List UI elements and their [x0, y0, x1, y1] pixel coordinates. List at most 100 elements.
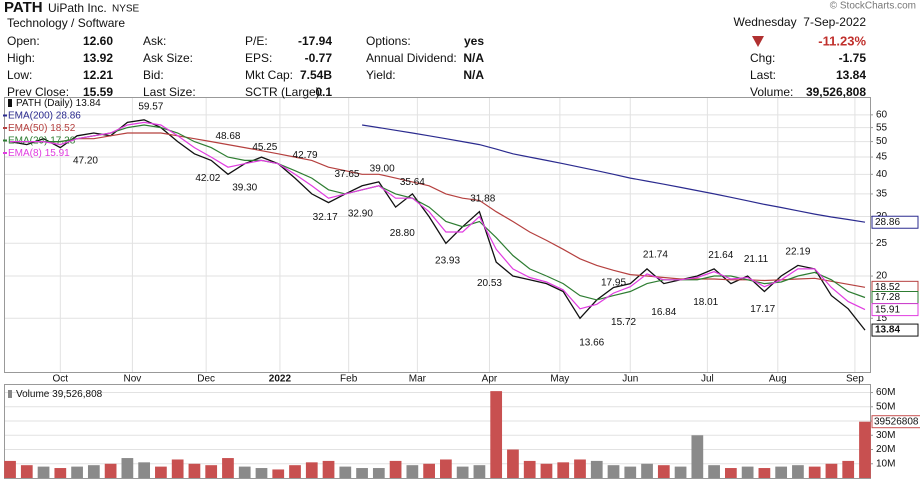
volume-tag: 39526808: [871, 415, 920, 429]
legend-value: 17.28: [50, 135, 75, 146]
value-tag-text: 15.91: [875, 304, 900, 315]
field-value: 13.92: [83, 51, 113, 65]
price-annotation: 35.64: [400, 177, 425, 188]
legend-entry: EMA(200) 28.86: [8, 110, 81, 121]
volume-bar: [305, 462, 318, 478]
field-value: 12.60: [83, 34, 113, 48]
company-name: UiPath Inc.: [48, 1, 107, 15]
y-tick-label: 60M: [876, 387, 895, 398]
legend-value: 28.86: [56, 110, 81, 121]
price-annotation: 32.90: [348, 209, 373, 220]
legend-entry: Volume 39,526,808: [16, 389, 103, 400]
summary-label: Volume:: [750, 85, 793, 99]
volume-bar: [808, 466, 821, 478]
price-annotation: 16.84: [651, 307, 676, 318]
legend-value: 18.52: [50, 123, 75, 134]
price-annotation: 22.19: [785, 246, 810, 257]
legend-value: 15.91: [45, 148, 70, 159]
field-value: 0.1: [315, 85, 332, 99]
volume-bar: [71, 466, 83, 478]
x-tick-label: Nov: [124, 374, 142, 385]
volume-bar: [523, 460, 536, 478]
legend-name: PATH (Daily): [16, 98, 73, 109]
value-tag: [871, 323, 919, 337]
value-tag-text: 13.84: [875, 325, 900, 336]
price-annotation: 20.53: [477, 278, 502, 289]
field-label: SCTR (Large):: [245, 85, 323, 99]
x-tick-label: May: [550, 374, 569, 385]
volume-bar: [473, 465, 486, 478]
field-label: Options:: [366, 34, 411, 48]
volume-bar: [674, 466, 687, 478]
volume-bar: [423, 463, 435, 478]
legend-entry: EMA(50) 18.52: [8, 123, 76, 134]
y-tick-label: 55: [876, 122, 888, 133]
value-tag-text: 17.28: [875, 292, 900, 303]
volume-bar: [641, 463, 653, 478]
volume-bar: [205, 465, 218, 478]
y-tick-label: 50M: [876, 401, 895, 412]
y-tick-label: 40: [876, 169, 888, 180]
field-label: Open:: [7, 34, 40, 48]
volume-bar: [624, 466, 637, 478]
volume-bar: [792, 465, 804, 478]
volume-bar: [741, 466, 754, 478]
y-tick-label: 15: [876, 313, 888, 324]
field-label: High:: [7, 51, 35, 65]
price-annotation: 37.65: [334, 169, 359, 180]
y-tick-label: 50: [876, 136, 888, 147]
volume-bar: [842, 460, 855, 478]
down-arrow: [752, 36, 764, 47]
sector: Technology / Software: [7, 16, 125, 30]
volume-bar: [456, 466, 469, 478]
legend-name: EMA(50): [8, 123, 47, 134]
legend-swatch: [8, 390, 12, 398]
volume-bar: [104, 463, 117, 478]
summary-value: -1.75: [839, 51, 867, 65]
ema-line: [10, 121, 866, 311]
x-tick-label: Sep: [846, 374, 864, 385]
volume-bar: [775, 466, 788, 478]
price-annotation: 31.88: [470, 193, 495, 204]
volume-bar: [238, 466, 251, 478]
x-tick-label: Feb: [340, 374, 358, 385]
volume-bar: [708, 465, 720, 478]
summary-value: 39,526,808: [806, 85, 866, 99]
value-tag-text: 39526808: [874, 416, 919, 427]
volume-bar: [339, 466, 352, 478]
x-tick-label: Aug: [769, 374, 787, 385]
value-tag: [871, 415, 920, 429]
source: © StockCharts.com: [830, 1, 916, 12]
x-tick-label: 2022: [269, 374, 292, 385]
x-tick-label: Oct: [53, 374, 69, 385]
field-label: Low:: [7, 68, 32, 82]
y-tick-label: 20M: [876, 444, 895, 455]
date: Wednesday 7-Sep-2022: [733, 15, 866, 29]
volume-bar: [155, 466, 167, 478]
volume-bar: [356, 468, 368, 478]
ema-line: [362, 124, 866, 223]
price-annotation: 48.68: [215, 131, 240, 142]
volume-bar: [87, 465, 100, 478]
volume-bar: [607, 465, 620, 478]
y-tick-label: 10M: [876, 458, 895, 469]
x-tick-label: Apr: [482, 374, 498, 385]
volume-bar: [54, 468, 67, 478]
y-tick-label: 35: [876, 189, 888, 200]
field-value: N/A: [463, 68, 484, 82]
price-annotation: 15.72: [611, 317, 636, 328]
volume-bar: [138, 462, 151, 478]
legend-name: Volume: [16, 389, 50, 400]
volume-bar: [372, 468, 385, 478]
legend-value: 13.84: [76, 98, 101, 109]
legend-entry: EMA(8) 15.91: [8, 148, 70, 159]
volume-bar: [859, 421, 871, 478]
symbol: PATH: [4, 0, 43, 16]
value-tag-text: 28.86: [875, 217, 900, 228]
price-annotation: 21.74: [643, 249, 668, 260]
summary-label: Last:: [750, 68, 776, 82]
volume-bar: [657, 465, 670, 478]
field-label: EPS:: [245, 51, 272, 65]
y-tick-label: 30M: [876, 430, 895, 441]
